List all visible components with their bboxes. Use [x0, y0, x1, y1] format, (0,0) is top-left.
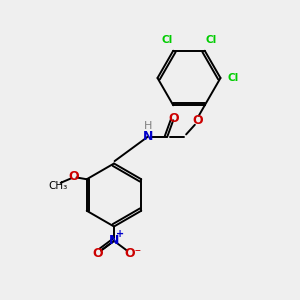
Text: H: H	[144, 121, 152, 131]
Text: O: O	[192, 114, 202, 127]
Text: N: N	[142, 130, 153, 143]
Text: O⁻: O⁻	[125, 247, 142, 260]
Text: CH₃: CH₃	[48, 181, 67, 191]
Text: Cl: Cl	[206, 35, 217, 45]
Text: O: O	[92, 247, 103, 260]
Text: Cl: Cl	[161, 35, 172, 45]
Text: +: +	[116, 229, 124, 239]
Text: N: N	[109, 234, 119, 248]
Text: O: O	[69, 170, 80, 183]
Text: O: O	[168, 112, 178, 125]
Text: Cl: Cl	[227, 73, 239, 83]
